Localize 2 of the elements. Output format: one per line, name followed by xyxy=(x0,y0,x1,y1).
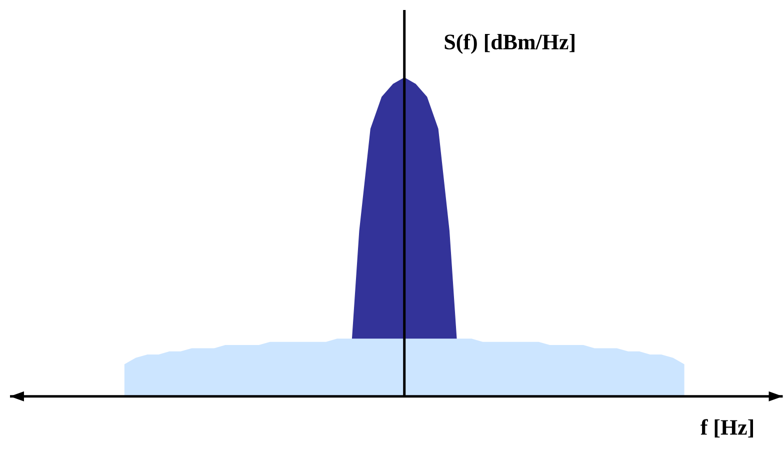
x-axis-title: f [Hz] xyxy=(700,418,754,438)
y-axis-title: S(f) [dBm/Hz] xyxy=(444,34,574,54)
